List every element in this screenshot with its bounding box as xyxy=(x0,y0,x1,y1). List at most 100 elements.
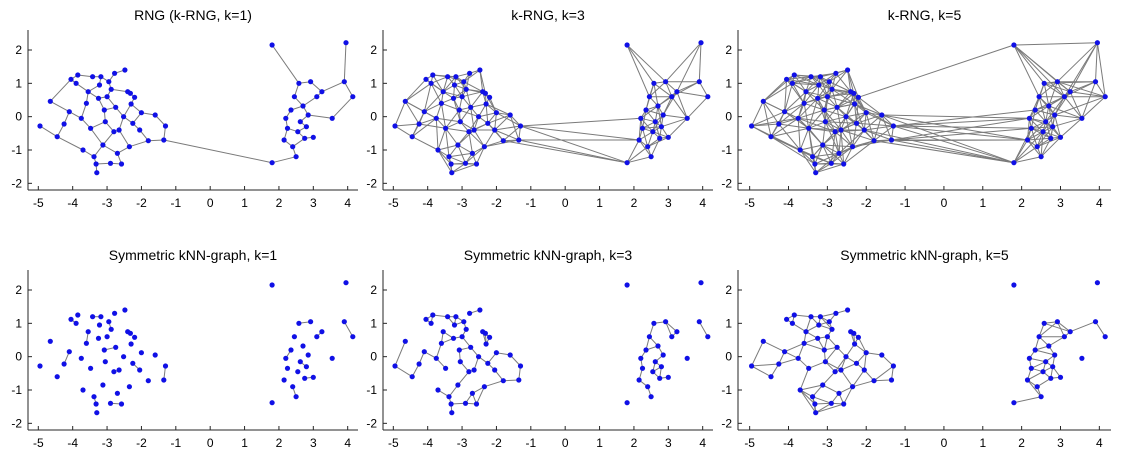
data-point xyxy=(655,103,661,109)
y-tick-label: -1 xyxy=(11,383,22,397)
data-point xyxy=(314,94,320,100)
data-point xyxy=(492,367,498,373)
y-tick-label: -2 xyxy=(366,416,377,430)
data-point xyxy=(636,377,642,383)
y-tick-label: 0 xyxy=(15,110,22,124)
data-point xyxy=(826,79,832,85)
data-point xyxy=(96,82,103,88)
graph-edge xyxy=(814,152,840,165)
data-point xyxy=(493,350,499,356)
graph-edge xyxy=(1028,96,1040,119)
data-point xyxy=(450,335,457,341)
data-point xyxy=(438,340,444,346)
data-point xyxy=(674,329,680,335)
data-point xyxy=(817,74,824,80)
panel-title: Symmetric kNN-graph, k=3 xyxy=(464,247,633,263)
graph-edge xyxy=(502,125,521,142)
data-point xyxy=(428,80,434,86)
data-point xyxy=(1043,119,1049,125)
graph-edge xyxy=(803,84,820,104)
data-point xyxy=(476,354,482,360)
graph-edge xyxy=(654,121,661,139)
data-point xyxy=(657,135,663,141)
panel-knn-k1: Symmetric kNN-graph, k=1 -5 -4 -3 -2 -1 0 1 2 3 4… xyxy=(11,247,358,450)
graph-edge xyxy=(1045,96,1065,122)
graph-edge xyxy=(1081,81,1096,119)
graph-edge xyxy=(1044,82,1071,93)
graph-edge xyxy=(642,128,649,147)
graph-edge xyxy=(518,139,628,164)
graph-edge xyxy=(645,109,664,116)
graph-edge xyxy=(638,139,652,157)
graph-edge xyxy=(852,129,865,147)
data-point xyxy=(698,280,704,286)
data-point xyxy=(791,72,797,78)
graph-edge xyxy=(423,83,432,112)
graph-edge xyxy=(793,74,807,92)
graph-edge xyxy=(1056,81,1065,97)
data-point xyxy=(459,94,465,100)
data-point xyxy=(648,394,654,400)
data-point xyxy=(467,70,473,76)
graph-edge xyxy=(163,139,273,164)
data-point xyxy=(284,365,291,371)
graph-edge xyxy=(418,117,437,125)
data-point xyxy=(291,334,297,340)
data-point xyxy=(421,109,427,115)
data-point xyxy=(833,70,839,76)
data-point xyxy=(61,121,67,127)
data-point xyxy=(445,74,451,80)
graph-edge xyxy=(852,380,875,388)
graph-edge xyxy=(1096,42,1106,97)
graph-edge xyxy=(479,69,486,94)
graph-edge xyxy=(784,83,793,112)
data-point xyxy=(440,329,446,335)
data-point xyxy=(851,330,857,336)
graph-edge xyxy=(854,103,857,124)
data-point xyxy=(1024,377,1031,383)
data-point xyxy=(446,394,452,400)
graph-edge xyxy=(394,125,413,138)
graph-edge xyxy=(858,44,1015,98)
graph-edge xyxy=(657,105,662,127)
data-point xyxy=(446,154,452,160)
graph-edge xyxy=(778,123,801,151)
graph-edge xyxy=(1054,114,1061,138)
data-point xyxy=(68,76,74,82)
graph-edge xyxy=(445,128,450,157)
data-point xyxy=(130,120,136,126)
data-point xyxy=(646,334,653,340)
graph-edge xyxy=(457,144,473,154)
data-point xyxy=(310,134,316,140)
x-tick-label: -4 xyxy=(783,196,794,210)
graph-edge xyxy=(437,128,447,151)
data-point xyxy=(657,375,663,381)
panel-title: Symmetric kNN-graph, k=5 xyxy=(840,247,1009,263)
x-tick-label: 1 xyxy=(596,436,603,450)
data-point xyxy=(650,129,656,135)
data-point xyxy=(37,123,43,129)
data-point xyxy=(416,361,422,367)
data-point xyxy=(477,67,483,73)
edge-layer xyxy=(751,42,1106,174)
data-point xyxy=(476,114,482,120)
graph-edge xyxy=(404,101,420,125)
data-point xyxy=(1028,365,1034,371)
graph-edge xyxy=(751,117,799,127)
data-point xyxy=(91,394,97,400)
data-point xyxy=(113,104,119,110)
data-point xyxy=(812,401,818,407)
data-point xyxy=(482,330,488,336)
data-point xyxy=(128,101,134,107)
data-point xyxy=(112,310,118,316)
data-point xyxy=(1046,103,1052,109)
data-point xyxy=(879,112,885,118)
data-point xyxy=(409,134,415,140)
data-point xyxy=(832,369,838,375)
graph-edge xyxy=(881,114,892,141)
graph-edge xyxy=(509,114,520,141)
data-point xyxy=(845,67,851,73)
graph-edge xyxy=(805,316,812,332)
graph-edge xyxy=(836,91,852,108)
data-point xyxy=(853,360,860,366)
